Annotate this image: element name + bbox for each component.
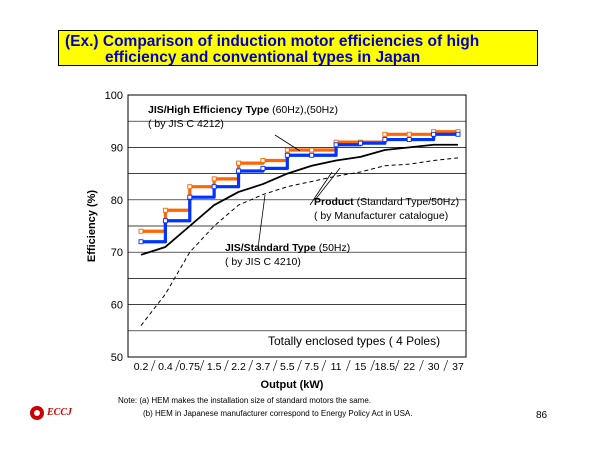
series-0-point-10	[382, 131, 388, 137]
annotation-high-efficiency: JIS/High Efficiency Type (60Hz),(50Hz)	[148, 104, 338, 116]
series-0-point-3	[211, 176, 217, 182]
series-1-point-8	[333, 142, 339, 148]
annotation-product-source: ( by Manufacturer catalogue)	[314, 210, 448, 222]
x-tick-label-9: 15	[355, 361, 367, 373]
series-0-point-11	[406, 131, 412, 137]
x-tick-label-1: 0.4	[158, 361, 173, 373]
annotation-jis-standard-source: ( by JIS C 4210)	[225, 256, 301, 268]
x-tick-separator-3	[199, 359, 205, 372]
x-tick-separator-2	[175, 359, 180, 372]
x-tick-label-4: 2.2	[231, 361, 246, 373]
annotation-jis-standard-freq: (50Hz)	[316, 242, 350, 254]
x-tick-label-11: 22	[403, 361, 415, 373]
leader-line-product	[314, 167, 341, 201]
series-1-point-9	[358, 140, 363, 146]
x-tick-separator-11	[394, 359, 400, 372]
chart-title-line-2: efficiency and conventional types in Jap…	[105, 49, 421, 66]
x-tick-separator-4	[224, 359, 229, 372]
series-line-1	[141, 132, 458, 244]
x-tick-separator-8	[321, 359, 327, 372]
x-tick-label-7: 7.5	[304, 361, 319, 373]
note-line-2: (b) HEM in Japanese manufacturer corresp…	[143, 409, 413, 418]
y-tick-label-100: 100	[105, 90, 123, 102]
y-tick-label-70: 70	[111, 247, 123, 259]
x-tick-separator-9	[345, 359, 351, 372]
annotation-jis-standard: JIS/Standard Type (50Hz)	[225, 242, 350, 254]
x-tick-label-13: 37	[452, 361, 464, 373]
series-1-point-10	[382, 137, 388, 142]
x-tick-label-0: 0.2	[134, 361, 149, 373]
series-line-2	[140, 143, 458, 256]
x-tick-label-5: 3.7	[256, 361, 271, 373]
annotation-jis-standard-name: JIS/Standard Type	[225, 242, 316, 254]
page-number: 86	[536, 410, 548, 421]
x-tick-separator-7	[297, 359, 302, 372]
series-1-point-12	[431, 131, 437, 137]
series-0-point-6	[284, 147, 290, 153]
x-tick-label-3: 1.5	[207, 361, 222, 373]
x-tick-separator-6	[272, 359, 278, 372]
axis-layer: 50 60 70 80 90 100 0.2 0.4 0.75 1.5 2.2 3.7 5.5 7.5 11…	[86, 90, 467, 391]
x-tick-label-2: 0.75	[180, 361, 201, 373]
series-0-point-1	[162, 207, 168, 213]
annotation-enclosure: Totally enclosed types ( 4 Poles)	[268, 334, 440, 348]
series-0-point-0	[138, 228, 144, 234]
y-tick-label-50: 50	[111, 352, 123, 364]
annotation-product: Product (Standard Type/50Hz)	[314, 196, 459, 208]
series-1-point-7	[309, 152, 315, 158]
series-1-point-13	[455, 131, 461, 137]
leader-line-high-eff	[274, 134, 301, 152]
leader-line-product-2	[309, 171, 333, 206]
x-tick-separator-10	[370, 359, 375, 372]
annotation-product-name: Product	[314, 196, 354, 208]
x-tick-separator-13	[443, 359, 449, 372]
x-tick-separator-12	[419, 359, 424, 372]
x-tick-label-8: 11	[331, 361, 342, 373]
y-tick-label-90: 90	[111, 142, 123, 154]
annotation-high-efficiency-name: JIS/High Efficiency Type	[148, 104, 269, 116]
series-line-3	[140, 157, 459, 326]
series-1-point-3	[211, 184, 217, 190]
series-1-point-1	[162, 218, 168, 224]
plot-frame	[127, 94, 467, 358]
annotation-high-efficiency-standard: ( by JIS C 4212)	[148, 118, 224, 130]
x-tick-label-6: 5.5	[280, 361, 295, 373]
y-tick-label-80: 80	[111, 195, 123, 207]
x-tick-label-12: 30	[428, 361, 440, 373]
series-0-point-4	[236, 160, 241, 166]
chart-title-line-1: (Ex.) Comparison of induction motor effi…	[65, 33, 480, 50]
annotation-high-efficiency-freq: (60Hz),(50Hz)	[269, 104, 338, 116]
annotation-product-type: (Standard Type/50Hz)	[354, 196, 459, 208]
x-tick-separator-1	[150, 359, 156, 372]
eccj-logo-center	[34, 410, 40, 416]
series-1-point-0	[138, 239, 144, 245]
x-tick-separator-5	[248, 359, 254, 372]
series-0-point-7	[309, 147, 315, 153]
x-axis-label: Output (kW)	[261, 379, 324, 391]
note-line-1: Note: (a) HEM makes the installation siz…	[118, 396, 371, 405]
logo-text: ECCJ	[47, 407, 73, 418]
series-layer	[138, 129, 461, 326]
eccj-logo-icon	[30, 406, 44, 420]
series-1-point-2	[187, 194, 193, 200]
y-axis-label: Efficiency (%)	[86, 190, 98, 262]
series-1-point-4	[236, 168, 241, 174]
x-tick-label-10: 18.5	[375, 361, 396, 373]
series-0-point-5	[260, 158, 266, 163]
series-0-point-2	[187, 184, 193, 190]
leader-line-jis-std	[257, 194, 266, 249]
series-1-point-6	[284, 152, 290, 158]
y-tick-label-60: 60	[111, 300, 123, 312]
title-box: (Ex.) Comparison of induction motor effi…	[58, 30, 538, 66]
series-1-point-11	[406, 137, 412, 142]
annotation-layer: JIS/High Efficiency Type (60Hz),(50Hz) (…	[148, 104, 459, 348]
series-1-point-5	[260, 165, 266, 171]
